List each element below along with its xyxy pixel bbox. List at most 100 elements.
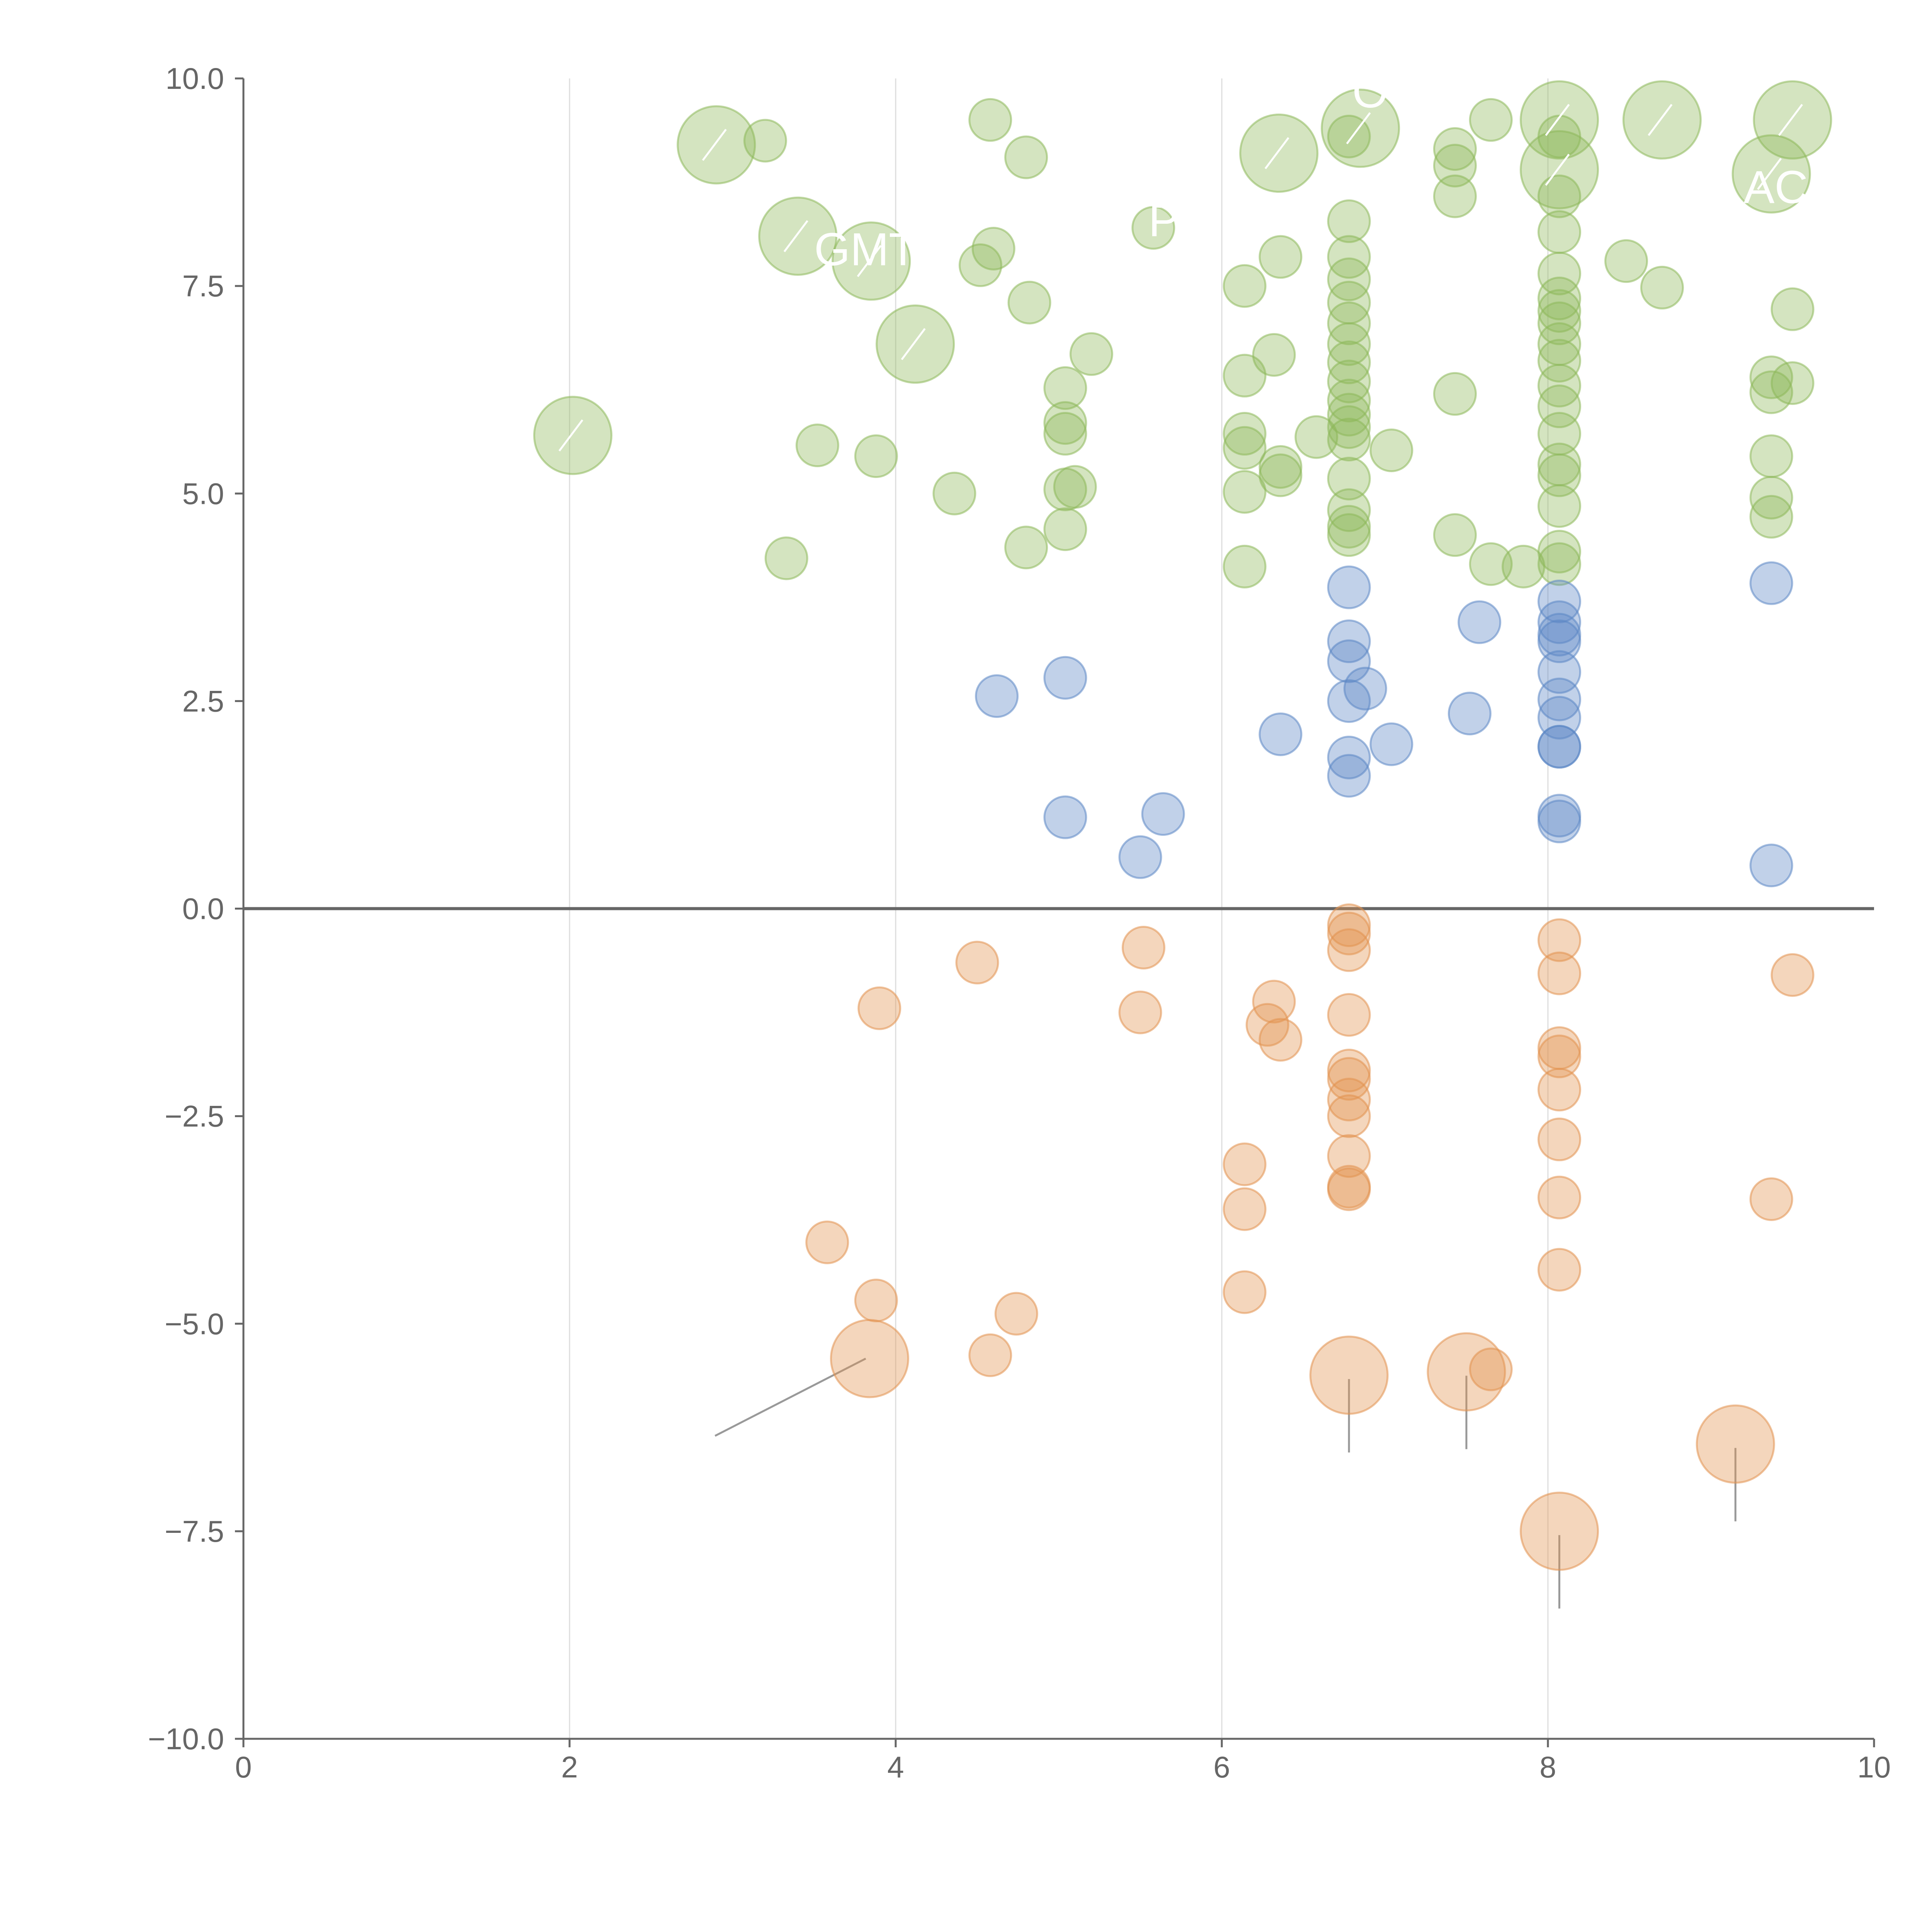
label-leader: [1648, 104, 1673, 136]
bubble-point: [1749, 495, 1793, 539]
leader-layer: [714, 1357, 1736, 1609]
bubble-point: [1731, 134, 1811, 214]
bubble-point: [1469, 542, 1513, 586]
bubble-point: [1433, 513, 1477, 557]
bubble-point: [743, 119, 787, 163]
label-leader: [857, 245, 882, 277]
bubble-point: [1259, 712, 1303, 756]
bubble-point: [677, 105, 756, 185]
bubble-point: [1433, 144, 1477, 188]
y-tick-label: 10.0: [165, 61, 224, 95]
bubble-point: [1131, 206, 1175, 250]
bubble-point: [1537, 619, 1582, 663]
bubble-point: [971, 226, 1015, 270]
bubble-point: [1004, 526, 1048, 570]
y-tick-label: 7.5: [182, 269, 224, 303]
bubble-point: [1252, 333, 1296, 377]
bubble-point: [1749, 370, 1793, 414]
y-tick-label: −10.0: [148, 1722, 224, 1756]
label-leader: [901, 328, 926, 361]
bubble-point: [1537, 1034, 1582, 1078]
bubble-point: [1537, 918, 1582, 962]
bubble-point: [1223, 412, 1267, 456]
bubble-point: [1749, 844, 1793, 888]
x-tick-label: 8: [1539, 1750, 1556, 1784]
y-tick-label: −7.5: [165, 1514, 224, 1548]
bubble-point: [1369, 429, 1413, 473]
bubble-point: [854, 1279, 898, 1323]
bubble-point: [1294, 415, 1338, 459]
bubble-point: [1327, 928, 1371, 972]
bubble-point: [1749, 476, 1793, 520]
bubble-point: [968, 98, 1012, 142]
x-tick-label: 10: [1857, 1750, 1891, 1784]
label-leader: [1264, 137, 1289, 169]
bubble-point: [1043, 366, 1087, 410]
bubble-point: [1327, 679, 1371, 723]
bubble-point: [1327, 405, 1371, 449]
bubble-point: [1327, 912, 1371, 956]
bubble-point: [1309, 1335, 1389, 1415]
bubble-point: [1520, 1492, 1599, 1571]
bubble-point: [1043, 656, 1087, 700]
bubble-point: [1327, 359, 1371, 403]
point-label: PL: [1148, 194, 1205, 246]
bubble-point: [1327, 754, 1371, 798]
y-tick-label: 0.0: [182, 892, 224, 926]
bubble-point: [975, 674, 1019, 718]
label-leader: [1545, 104, 1570, 136]
bubble-point: [1458, 600, 1502, 644]
y-tick-label: −2.5: [165, 1099, 224, 1133]
bubble-point: [1223, 470, 1267, 514]
bubble-point: [1327, 735, 1371, 779]
bubble-point: [1433, 174, 1477, 218]
bubble-point: [1327, 257, 1371, 301]
label-leader: [1346, 112, 1371, 145]
bubble-point: [1537, 542, 1582, 586]
bubble-point: [1239, 113, 1319, 193]
bubble-point: [1327, 340, 1371, 384]
bubble-point: [1537, 114, 1582, 158]
x-tick-label: 0: [235, 1750, 252, 1784]
bubble-point: [1770, 361, 1815, 405]
bubble-point: [1327, 235, 1371, 279]
bubble-point: [1223, 1142, 1267, 1186]
bubble-point: [1369, 722, 1413, 766]
bubble-point: [1043, 412, 1087, 456]
bubble-point: [1043, 507, 1087, 551]
bubble-point: [1223, 1270, 1267, 1314]
bubble-point: [1327, 1167, 1371, 1211]
bubble-point: [1223, 264, 1267, 308]
bubble-point: [1537, 650, 1582, 694]
bubble-point: [1327, 457, 1371, 501]
bubble-layer: [533, 80, 1832, 1571]
bubble-point: [955, 940, 999, 985]
bubble-point: [1753, 80, 1832, 160]
bubble-point: [758, 196, 838, 276]
bubble-point: [1327, 488, 1371, 532]
y-tick-label: 5.0: [182, 476, 224, 510]
bubble-point: [1537, 276, 1582, 320]
bubble-point: [1327, 199, 1371, 243]
bubble-point: [805, 1220, 849, 1264]
label-leader: [1757, 158, 1782, 190]
label-leader: [1778, 104, 1803, 136]
bubble-point: [1770, 953, 1815, 997]
bubble-point: [795, 423, 839, 468]
bubble-point: [1259, 453, 1303, 497]
bubble-point: [1537, 951, 1582, 995]
bubble-point: [968, 1333, 1012, 1377]
bubble-point: [854, 434, 898, 478]
bubble-point: [764, 536, 808, 580]
bubble-point: [1327, 1078, 1371, 1122]
label-leader: [558, 419, 583, 452]
bubble-point: [1537, 799, 1582, 844]
bubble-point: [1327, 513, 1371, 557]
bubble-point: [1604, 239, 1648, 283]
bubble-point: [1749, 561, 1793, 605]
bubble-point: [1433, 372, 1477, 416]
bubble-point: [1327, 1134, 1371, 1178]
bubble-point: [533, 396, 612, 475]
x-tick-label: 4: [887, 1750, 904, 1784]
